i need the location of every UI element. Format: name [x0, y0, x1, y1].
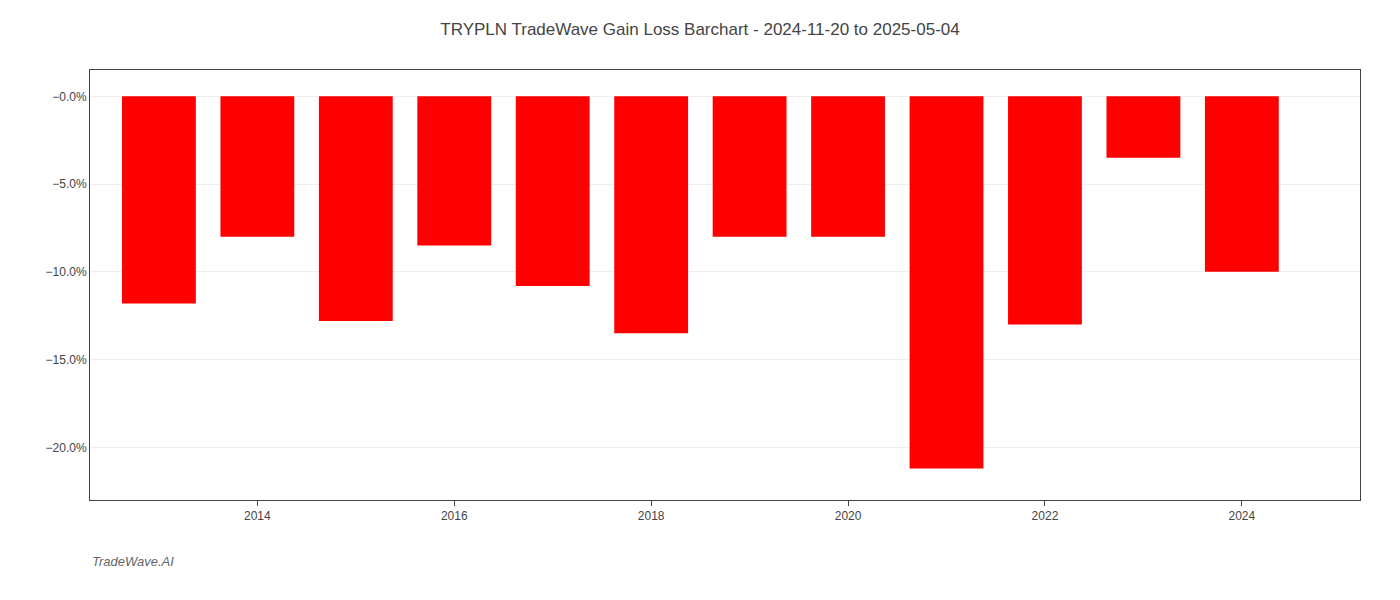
svg-text:2024: 2024: [1229, 509, 1256, 523]
svg-text:−15.0%: −15.0%: [46, 353, 87, 367]
svg-text:−10.0%: −10.0%: [46, 265, 87, 279]
svg-text:2020: 2020: [835, 509, 862, 523]
svg-text:2022: 2022: [1032, 509, 1059, 523]
svg-text:−20.0%: −20.0%: [46, 441, 87, 455]
svg-text:TradeWave.AI: TradeWave.AI: [92, 554, 174, 569]
svg-text:2018: 2018: [638, 509, 665, 523]
svg-text:2016: 2016: [441, 509, 468, 523]
svg-text:TRYPLN TradeWave Gain Loss Bar: TRYPLN TradeWave Gain Loss Barchart - 20…: [440, 20, 959, 39]
svg-text:2014: 2014: [244, 509, 271, 523]
svg-text:−5.0%: −5.0%: [52, 177, 87, 191]
svg-text:−0.0%: −0.0%: [52, 90, 87, 104]
